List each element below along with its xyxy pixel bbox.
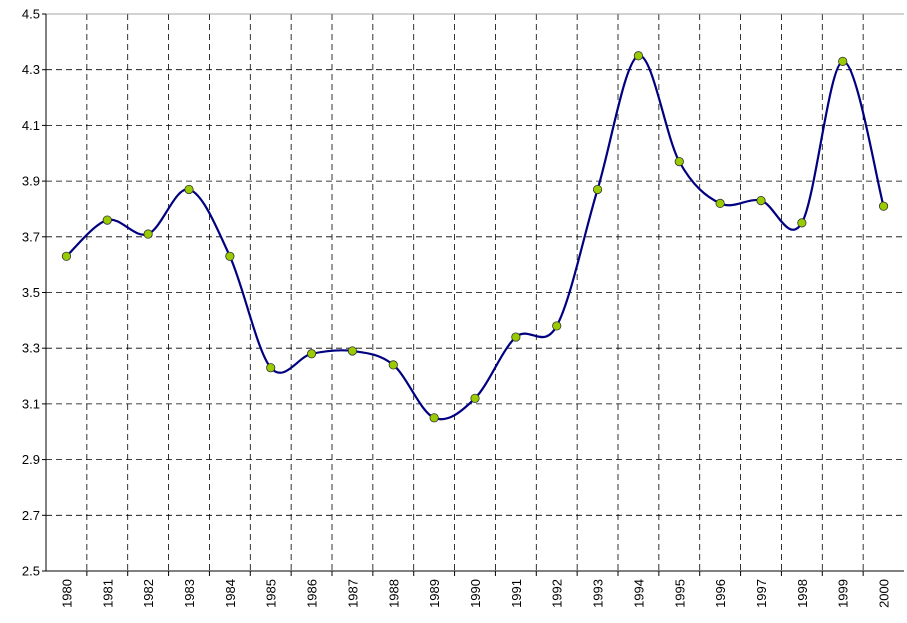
marker — [633, 51, 644, 61]
x-tick-label: 1983 — [182, 579, 197, 608]
marker — [102, 215, 112, 225]
x-tick-label: 1990 — [468, 579, 483, 608]
marker — [266, 363, 276, 373]
x-tick-label: 1986 — [305, 579, 320, 608]
marker — [552, 321, 562, 331]
x-tick-label: 1997 — [754, 579, 769, 608]
y-tick-label: 3.3 — [22, 341, 40, 356]
x-tick-label: 1984 — [223, 579, 238, 608]
y-tick-label: 3.9 — [22, 174, 40, 189]
marker — [225, 251, 235, 261]
marker — [878, 201, 889, 211]
marker — [797, 218, 807, 228]
x-tick-label: 1988 — [386, 579, 401, 608]
x-tick-label: 1991 — [509, 579, 524, 608]
x-tick-label: 1999 — [836, 579, 851, 608]
y-tick-label: 2.5 — [22, 564, 40, 579]
x-tick-label: 1982 — [141, 579, 156, 608]
y-tick-label: 3.5 — [22, 285, 40, 300]
marker — [838, 56, 848, 66]
x-tick-label: 1994 — [631, 579, 646, 608]
marker — [347, 346, 358, 356]
x-tick-label: 1996 — [713, 579, 728, 608]
x-tick-label: 1989 — [427, 579, 442, 608]
x-tick-label: 1987 — [345, 579, 360, 608]
x-tick-label: 1995 — [672, 579, 687, 608]
marker — [143, 229, 153, 239]
marker — [674, 157, 684, 167]
x-tick-label: 1985 — [264, 579, 279, 608]
x-tick-label: 1980 — [59, 579, 74, 608]
marker — [184, 184, 194, 195]
x-tick-label: 1992 — [550, 579, 565, 608]
y-tick-label: 2.7 — [22, 508, 40, 523]
y-tick-label: 4.5 — [22, 7, 40, 22]
x-tick-label: 2000 — [877, 579, 892, 608]
marker — [61, 251, 72, 261]
y-tick-label: 3.7 — [22, 229, 40, 244]
y-tick-label: 4.3 — [22, 62, 40, 77]
marker — [306, 349, 317, 359]
x-tick-label: 1998 — [795, 579, 810, 608]
x-tick-label: 1981 — [100, 579, 115, 608]
line — [65, 54, 885, 421]
marker — [511, 332, 521, 342]
y-tick-label: 3.1 — [22, 396, 40, 411]
marker — [388, 360, 398, 370]
y-tick-label: 4.1 — [22, 118, 40, 133]
marker — [715, 198, 725, 208]
marker — [592, 184, 603, 195]
marker — [470, 393, 480, 403]
y-tick-label: 2.9 — [22, 452, 40, 467]
marker — [756, 195, 766, 206]
marker — [429, 413, 439, 423]
x-tick-label: 1993 — [591, 579, 606, 608]
